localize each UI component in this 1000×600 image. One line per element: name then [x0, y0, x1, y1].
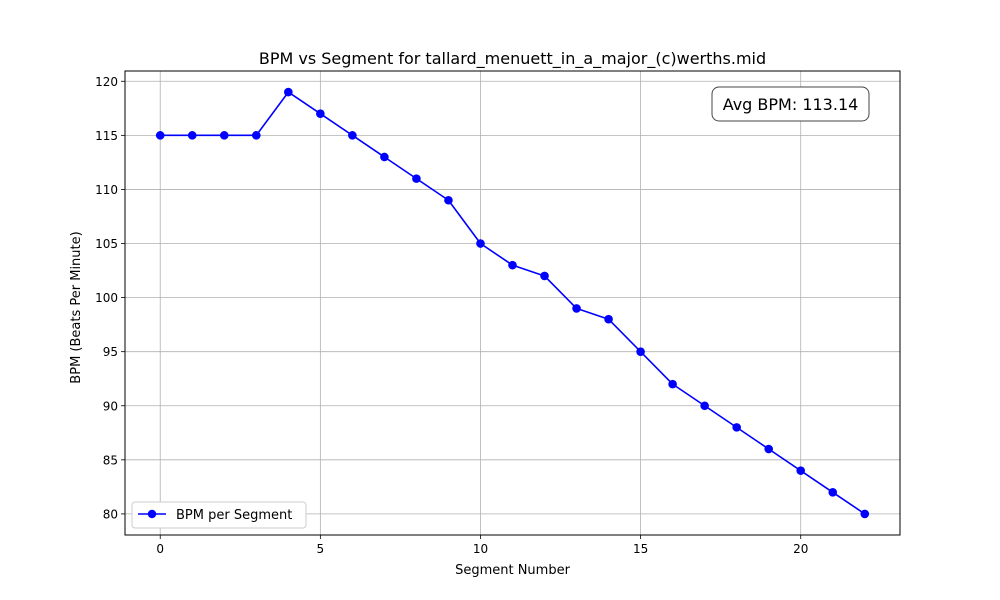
data-point [476, 239, 485, 248]
data-point [636, 347, 645, 356]
avg-bpm-text: Avg BPM: 113.14 [723, 95, 859, 114]
y-tick-label: 90 [103, 399, 118, 413]
data-point [796, 466, 806, 475]
x-axis-label: Segment Number [455, 563, 571, 578]
data-point [508, 260, 517, 270]
series-layer [155, 87, 870, 519]
plot-frame [124, 70, 901, 536]
x-tick-label: 0 [156, 542, 164, 556]
y-tick-label: 110 [95, 183, 118, 197]
data-point [219, 131, 229, 140]
data-point [187, 131, 197, 140]
data-point [155, 131, 165, 140]
data-point [700, 401, 709, 411]
data-point [444, 195, 453, 205]
data-point [668, 379, 677, 389]
data-point [540, 271, 549, 281]
y-axis-label: BPM (Beats Per Minute) [69, 231, 84, 383]
data-point [348, 131, 357, 140]
x-tick-label: 10 [473, 542, 488, 556]
data-point [284, 87, 293, 97]
y-tick-label: 95 [103, 345, 118, 359]
data-point [316, 109, 325, 119]
y-tick-label: 105 [95, 237, 118, 251]
legend-marker-swatch [147, 509, 157, 519]
y-tick-label: 85 [103, 453, 118, 467]
data-point [764, 444, 773, 454]
data-point [732, 423, 741, 432]
avg-bpm-annotation: Avg BPM: 113.14 [711, 86, 870, 122]
legend-box [131, 501, 307, 529]
y-tick-label: 120 [95, 75, 118, 89]
axis-ticks: 0 5 10 15 20 80 85 90 95 100 105 110 115 120 [95, 75, 808, 556]
y-tick-label: 115 [95, 129, 118, 143]
data-point [572, 304, 581, 313]
x-tick-label: 20 [793, 542, 808, 556]
y-tick-label: 80 [103, 507, 118, 521]
data-point [412, 174, 421, 183]
legend-label: BPM per Segment [176, 508, 292, 523]
data-point [860, 509, 870, 519]
legend: BPM per Segment [131, 501, 307, 529]
data-point [380, 152, 389, 162]
x-tick-label: 5 [317, 542, 325, 556]
x-tick-label: 15 [633, 542, 648, 556]
data-point [252, 131, 261, 140]
data-point [604, 314, 613, 324]
data-point [828, 487, 838, 497]
grid [125, 71, 900, 535]
y-tick-label: 100 [95, 291, 118, 305]
chart-title: BPM vs Segment for tallard_menuett_in_a_… [259, 49, 766, 69]
annotation-box-border [711, 86, 870, 122]
